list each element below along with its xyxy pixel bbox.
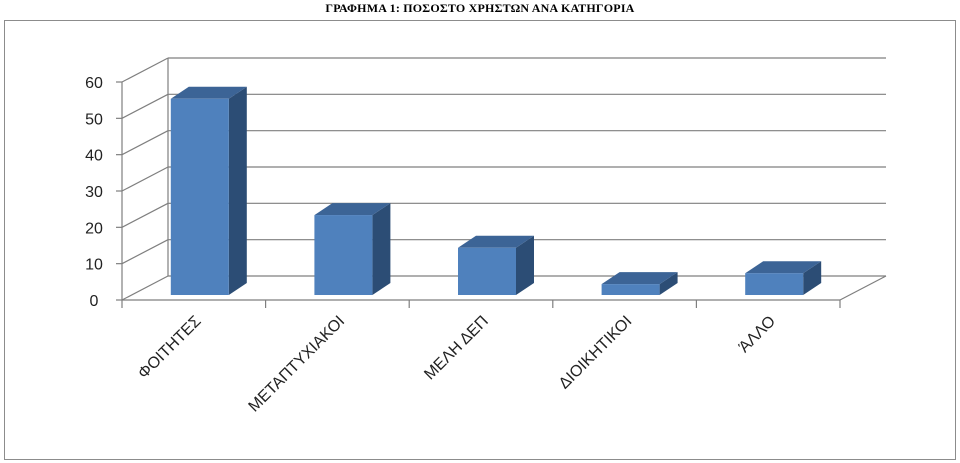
gridline-left bbox=[121, 275, 169, 301]
bar-side bbox=[372, 203, 391, 295]
bar-top bbox=[745, 261, 822, 274]
y-tick-label: 60 bbox=[85, 75, 103, 92]
bar-side bbox=[516, 235, 534, 295]
bar-1 bbox=[170, 86, 247, 295]
gridline-left bbox=[121, 166, 169, 192]
y-tick-label: 0 bbox=[90, 293, 99, 310]
bar-top bbox=[601, 272, 678, 285]
bar-top bbox=[170, 86, 247, 99]
bar-front bbox=[314, 215, 373, 295]
grid-layer bbox=[116, 57, 887, 308]
chart-title: ΓΡΑΦΗΜΑ 1: ΠΟΣΟΣΤΟ ΧΡΗΣΤΩΝ ΑΝΑ ΚΑΤΗΓΟΡΙΑ bbox=[325, 1, 635, 15]
bar-side bbox=[228, 86, 247, 295]
gridline-left bbox=[121, 93, 169, 119]
x-category-label: ΜΕΛΗ ΔΕΠ bbox=[421, 313, 492, 384]
y-tick-label: 10 bbox=[85, 257, 103, 274]
bar-top bbox=[314, 203, 391, 216]
x-category-label: ΦΟΙΤΗΤΕΣ bbox=[135, 313, 205, 383]
bar-top bbox=[458, 235, 534, 248]
gridline-left bbox=[121, 130, 169, 156]
gridline-left bbox=[121, 57, 169, 83]
gridline-left bbox=[121, 239, 169, 265]
y-tick-label: 30 bbox=[85, 184, 103, 201]
y-tick-label: 50 bbox=[85, 111, 103, 128]
x-category-label: ΆΛΛΟ bbox=[736, 313, 779, 356]
bar-5 bbox=[745, 261, 822, 295]
y-tick-label: 40 bbox=[85, 148, 103, 165]
floor-edge bbox=[839, 275, 887, 301]
bar-4 bbox=[601, 272, 678, 295]
gridline-left bbox=[121, 202, 169, 228]
bar-3 bbox=[458, 235, 534, 295]
bar-front bbox=[170, 98, 229, 295]
y-tick-label: 20 bbox=[85, 220, 103, 237]
bar-side bbox=[803, 261, 822, 295]
bar-front bbox=[601, 284, 660, 295]
x-category-label: ΔΙΟΙΚΗΤΙΚΟΙ bbox=[556, 313, 636, 393]
bar-front bbox=[745, 273, 804, 295]
bar-layer bbox=[170, 86, 822, 295]
bar-front bbox=[458, 247, 516, 295]
bar-2 bbox=[314, 203, 391, 295]
bar-side bbox=[659, 272, 678, 295]
x-category-label: ΜΕΤΑΠΤΥΧΙΑΚΟΙ bbox=[246, 313, 349, 416]
